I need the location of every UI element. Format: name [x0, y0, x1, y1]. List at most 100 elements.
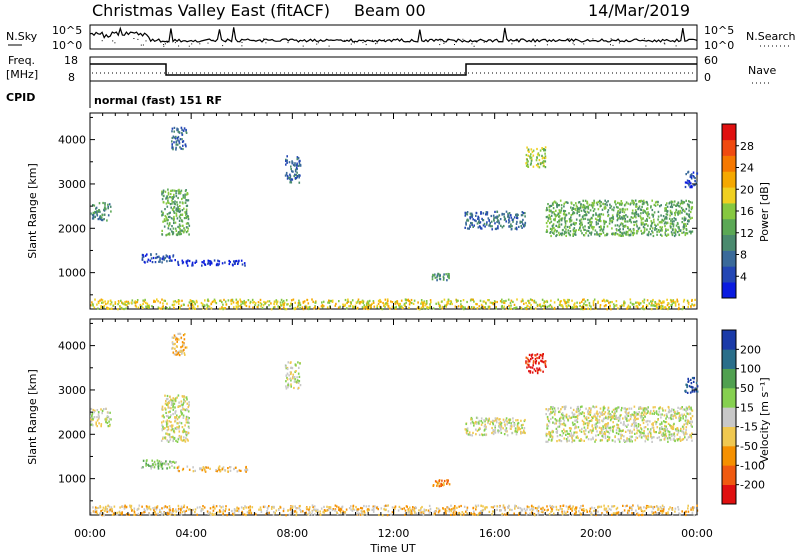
velocity-cell: [619, 416, 621, 419]
power-cell: [464, 306, 466, 309]
velocity-cell: [655, 431, 657, 434]
velocity-cell: [532, 361, 535, 365]
velocity-cell: [612, 512, 615, 515]
velocity-cell: [531, 357, 534, 360]
velocity-cell: [592, 436, 594, 439]
velocity-cell: [365, 505, 368, 508]
power-cell: [166, 213, 169, 216]
velocity-cell: [279, 506, 282, 509]
power-cell: [654, 223, 656, 226]
power-cell: [685, 212, 688, 215]
velocity-cell: [642, 421, 645, 425]
power-cell: [494, 216, 497, 219]
power-cell: [194, 307, 196, 310]
velocity-cell: [665, 413, 668, 416]
power-cell: [544, 160, 547, 163]
velocity-cell: [513, 422, 516, 425]
power-cell: [609, 217, 611, 220]
power-colorbar-swatch: [722, 171, 736, 188]
power-cell: [684, 185, 687, 189]
velocity-cell: [624, 407, 626, 410]
power-cell: [454, 305, 457, 308]
velocity-cell: [224, 469, 226, 472]
power-cell: [551, 225, 554, 228]
velocity-cell: [182, 408, 185, 411]
power-cell: [665, 234, 668, 237]
velocity-cell: [411, 512, 413, 515]
velocity-cell: [167, 433, 170, 436]
power-cell: [635, 213, 638, 216]
velocity-cell: [654, 406, 656, 409]
power-cell: [550, 305, 553, 308]
velocity-cell: [315, 508, 317, 511]
nsearch-dot: [675, 45, 677, 47]
power-cell: [169, 259, 172, 262]
power-cell: [688, 213, 691, 216]
velocity-cell: [661, 422, 663, 425]
power-cell: [516, 220, 518, 223]
power-cell: [469, 216, 471, 219]
power-cell: [670, 300, 673, 303]
power-cell: [643, 298, 646, 301]
power-cell: [627, 304, 630, 307]
power-cell: [570, 224, 572, 227]
velocity-cell: [168, 420, 171, 423]
power-cell: [674, 302, 677, 305]
power-cell: [530, 156, 533, 159]
velocity-cell: [575, 506, 578, 509]
velocity-cell: [565, 433, 567, 436]
power-ytick-label: 4000: [58, 134, 86, 147]
power-cell: [182, 261, 185, 264]
power-cell: [222, 308, 224, 311]
velocity-cell: [483, 433, 486, 436]
velocity-cell: [609, 413, 612, 416]
power-cell: [178, 302, 180, 305]
power-cell: [302, 301, 305, 304]
power-cell: [567, 301, 570, 304]
power-cell: [530, 153, 532, 156]
velocity-cell: [169, 395, 171, 398]
power-cell: [501, 226, 504, 229]
power-cell: [544, 304, 546, 307]
power-cell: [557, 204, 560, 207]
power-cell: [516, 215, 518, 218]
velocity-cell: [680, 407, 682, 410]
velocity-cell: [186, 465, 189, 468]
power-cell: [688, 206, 691, 209]
velocity-cell: [665, 425, 667, 428]
power-colorbar-tick-label: 28: [740, 140, 754, 153]
velocity-cell: [636, 429, 639, 432]
power-cell: [507, 214, 509, 217]
nsearch-dot: [372, 39, 373, 41]
power-cell: [665, 208, 667, 211]
velocity-cell: [294, 378, 296, 381]
velocity-cell: [665, 420, 668, 424]
velocity-cell: [654, 420, 656, 423]
power-cell: [294, 306, 297, 309]
power-cell: [567, 304, 570, 307]
velocity-cell: [514, 506, 516, 509]
velocity-cell: [177, 405, 179, 408]
power-cell: [90, 304, 92, 307]
velocity-cell: [616, 417, 618, 420]
velocity-cell: [587, 424, 590, 427]
power-cell: [166, 195, 168, 198]
velocity-cell: [108, 505, 111, 508]
velocity-cell: [483, 429, 486, 432]
power-cell: [174, 137, 177, 140]
velocity-cell: [575, 510, 577, 513]
power-cell: [621, 217, 624, 220]
power-cell: [677, 308, 680, 311]
power-cell: [305, 307, 308, 310]
power-cell: [503, 213, 505, 216]
velocity-cell: [172, 510, 174, 513]
power-cell: [688, 204, 690, 207]
power-cell: [493, 300, 496, 303]
power-cell: [553, 301, 556, 304]
velocity-cell: [566, 440, 568, 443]
velocity-cell: [626, 407, 629, 411]
velocity-cell: [166, 397, 169, 401]
velocity-cell: [569, 429, 572, 432]
power-cell: [638, 205, 641, 208]
velocity-cell: [508, 418, 510, 421]
